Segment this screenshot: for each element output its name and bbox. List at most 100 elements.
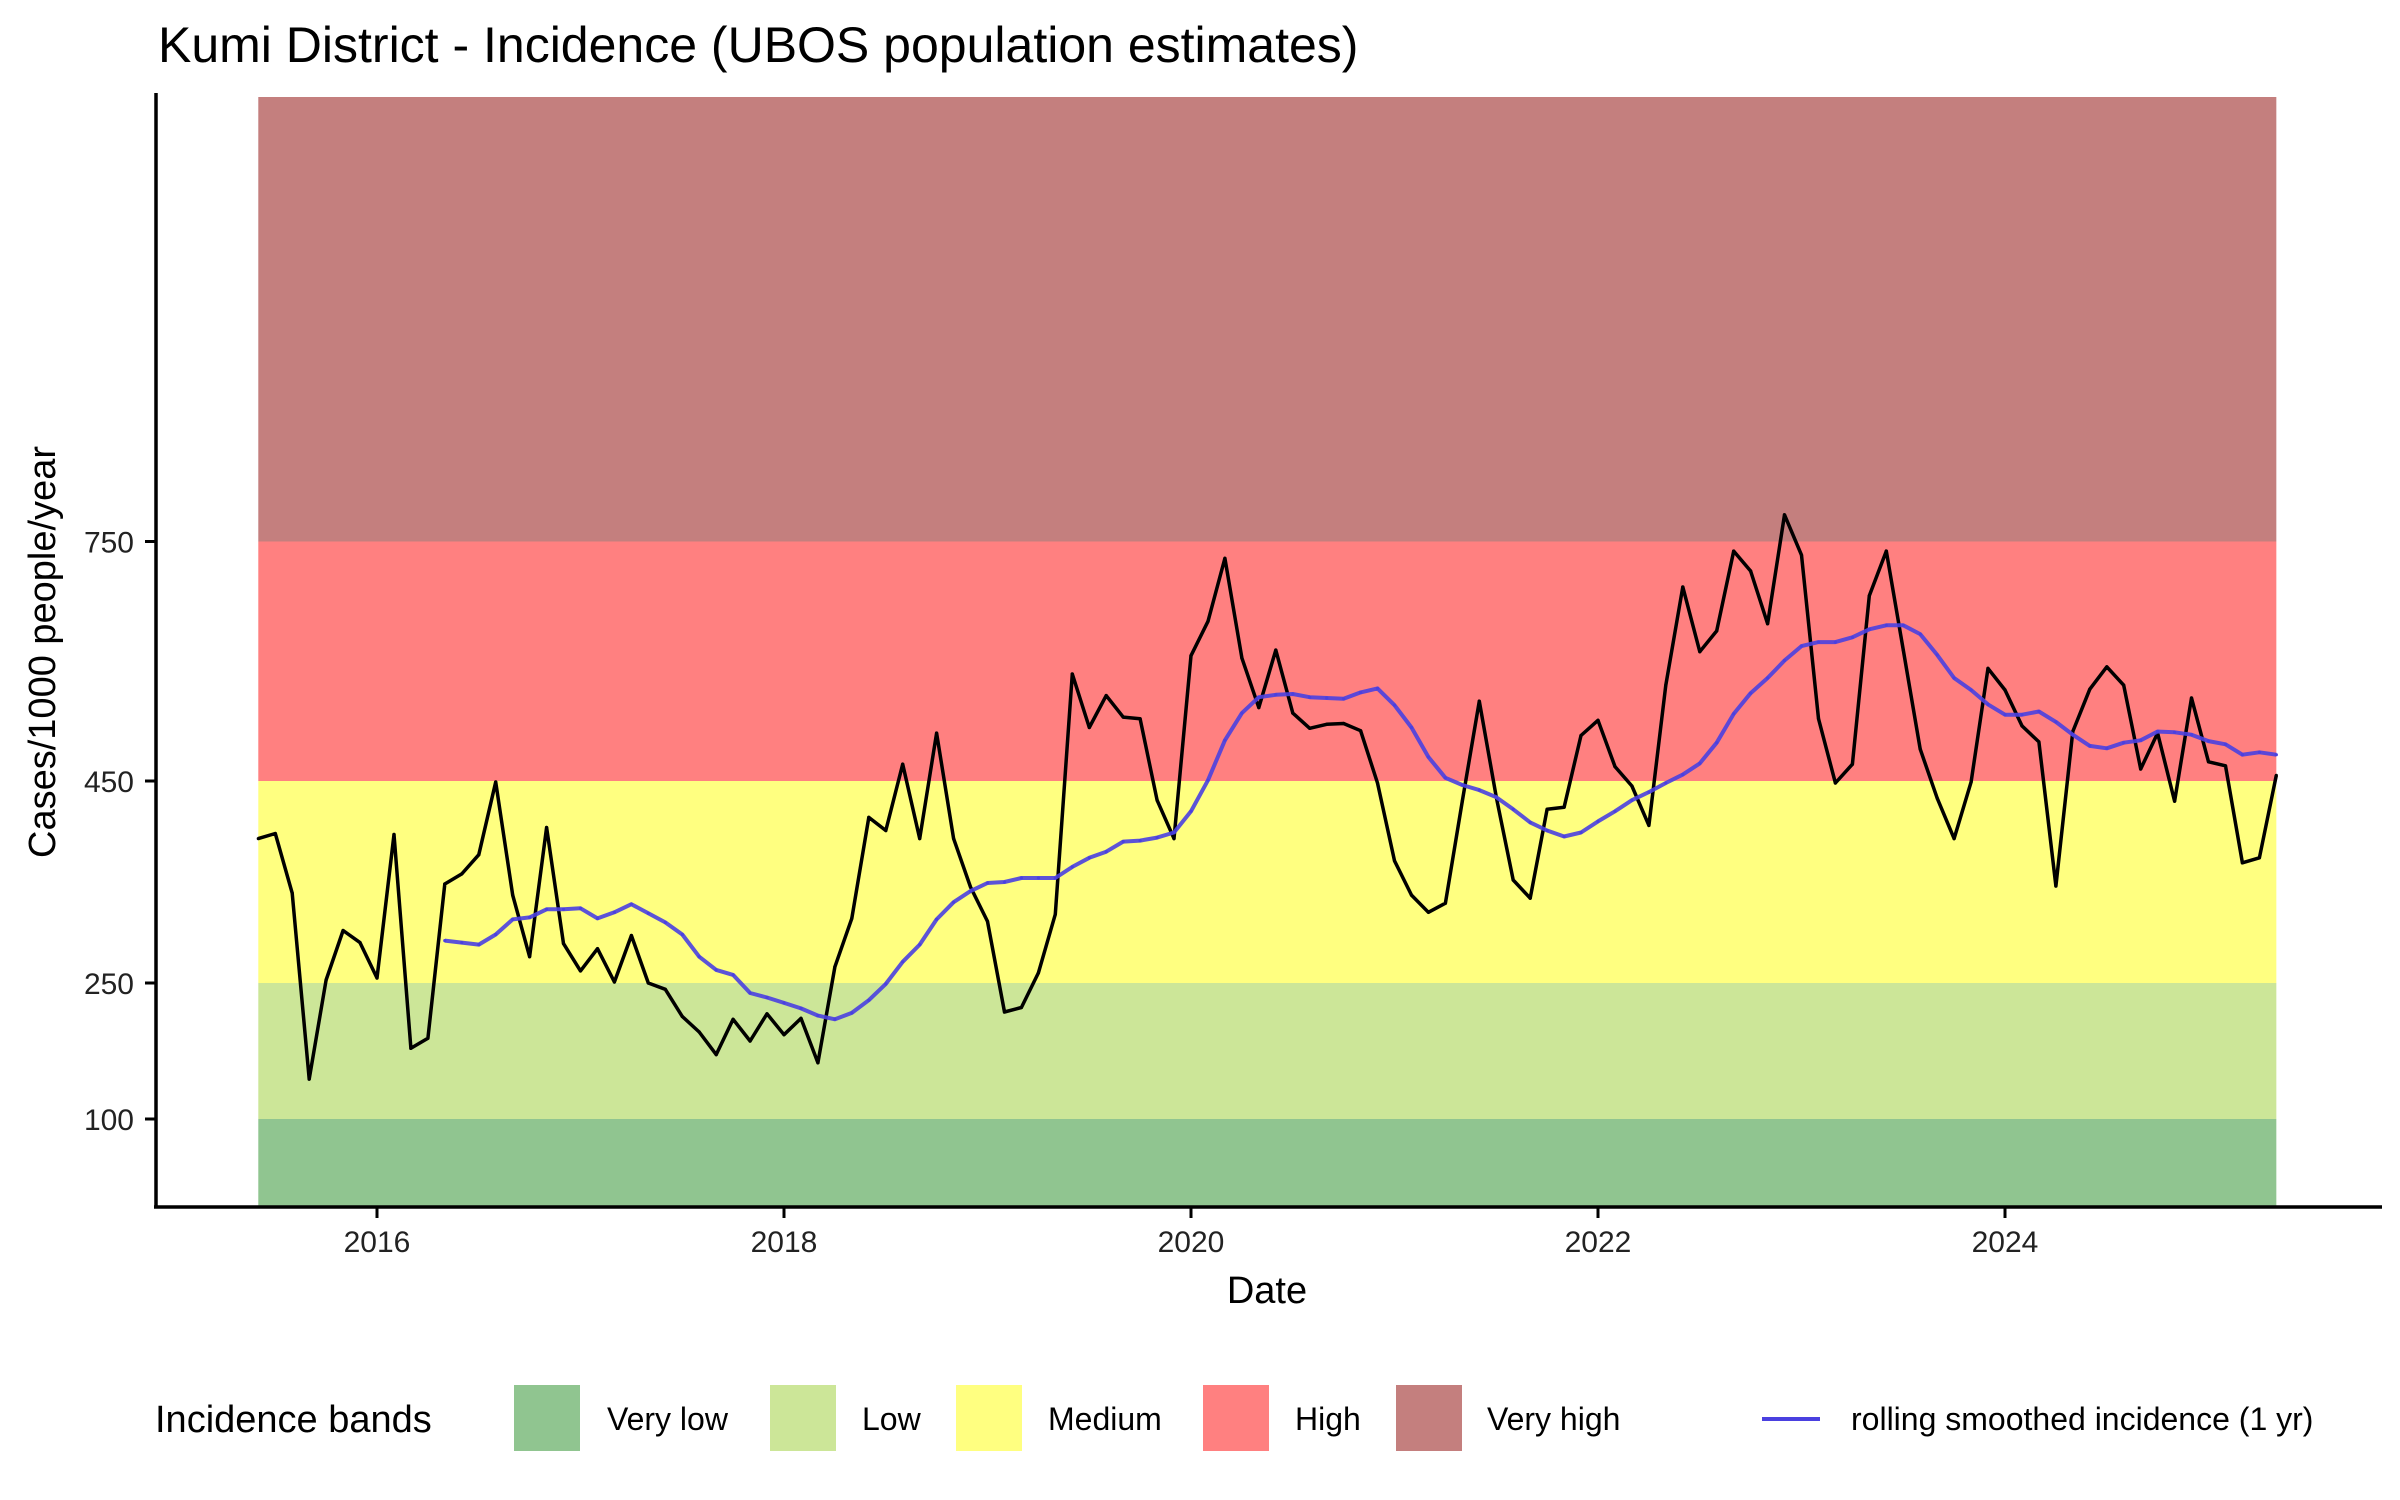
data-point-incidence [290, 891, 294, 895]
legend-items: Very low Low Medium High Very high [514, 1385, 1620, 1451]
data-point-incidence [578, 969, 583, 973]
data-point-incidence [256, 837, 260, 841]
legend-label-smoothed: rolling smoothed incidence (1 yr) [1851, 1401, 2313, 1437]
data-point-incidence [1019, 1005, 1024, 1010]
data-point-smoothed-incidence [1257, 695, 1261, 699]
data-point-incidence [1698, 650, 1702, 654]
band-medium [258, 781, 2277, 983]
data-point-incidence [2054, 884, 2058, 888]
data-point-smoothed-incidence [1833, 640, 1837, 644]
data-point-smoothed-incidence [1901, 623, 1905, 627]
data-point-incidence [2274, 773, 2278, 778]
data-point-smoothed-incidence [816, 1014, 820, 1018]
data-point-incidence [1799, 553, 1804, 557]
data-point-incidence [1308, 726, 1312, 730]
data-point-smoothed-incidence [1782, 658, 1787, 663]
data-point-smoothed-incidence [1240, 711, 1244, 715]
data-point-incidence [1935, 796, 1939, 800]
legend-swatch-medium [956, 1385, 1022, 1451]
data-point-smoothed-incidence [1935, 653, 1939, 657]
data-point-incidence [1070, 672, 1074, 676]
y-tick-label: 750 [84, 527, 134, 560]
data-point-smoothed-incidence [901, 960, 905, 964]
data-point-smoothed-incidence [2223, 742, 2228, 746]
data-point-incidence [1562, 805, 1566, 809]
data-point-smoothed-incidence [799, 1006, 803, 1011]
data-point-smoothed-incidence [2088, 744, 2092, 748]
data-point-smoothed-incidence [646, 911, 650, 915]
data-point-incidence [748, 1039, 752, 1043]
data-point-incidence [1545, 807, 1549, 811]
data-point-incidence [1850, 762, 1854, 766]
data-point-smoothed-incidence [952, 900, 956, 904]
data-point-smoothed-incidence [1291, 692, 1295, 696]
data-point-incidence [1901, 648, 1905, 652]
data-point-smoothed-incidence [748, 991, 752, 995]
data-point-incidence [1036, 971, 1040, 975]
data-point-smoothed-incidence [985, 881, 990, 885]
data-point-incidence [2223, 764, 2228, 768]
data-point-incidence [1579, 733, 1583, 738]
data-point-incidence [968, 885, 973, 889]
data-point-incidence [1952, 837, 1956, 841]
data-point-smoothed-incidence [1681, 773, 1685, 777]
data-point-smoothed-incidence [697, 955, 701, 959]
x-tick-label: 2020 [1158, 1226, 1225, 1259]
data-point-incidence [799, 1016, 803, 1021]
data-point-incidence [1104, 694, 1108, 698]
data-point-smoothed-incidence [494, 932, 498, 937]
data-point-smoothed-incidence [2122, 741, 2126, 745]
x-tick-label: 2018 [751, 1226, 818, 1259]
band-low [258, 983, 2277, 1119]
data-lines [256, 513, 2279, 1081]
data-point-incidence [2257, 856, 2261, 860]
incidence-bands [258, 97, 2277, 1207]
data-point-incidence [1511, 878, 1515, 882]
data-point-incidence [358, 941, 362, 945]
data-point-smoothed-incidence [595, 916, 600, 921]
y-tick-label: 250 [84, 968, 134, 1001]
data-point-incidence [307, 1077, 311, 1081]
data-point-smoothed-incidence [612, 910, 617, 914]
data-point-smoothed-incidence [1477, 788, 1481, 792]
data-point-smoothed-incidence [1053, 876, 1057, 880]
data-point-smoothed-incidence [2156, 729, 2160, 734]
data-point-incidence [1766, 622, 1770, 626]
x-tick-label: 2022 [1565, 1226, 1632, 1259]
data-point-incidence [341, 928, 345, 933]
data-point-incidence [612, 980, 617, 984]
data-point-incidence [1426, 910, 1430, 914]
data-point-smoothed-incidence [2206, 739, 2211, 743]
data-point-smoothed-incidence [1460, 783, 1464, 787]
data-point-smoothed-incidence [1070, 865, 1074, 869]
data-point-smoothed-incidence [1799, 644, 1804, 648]
data-point-incidence [2206, 760, 2211, 764]
data-point-smoothed-incidence [1002, 880, 1007, 884]
data-point-smoothed-incidence [1206, 778, 1210, 782]
data-point-smoothed-incidence [1715, 741, 1719, 745]
data-point-incidence [1342, 721, 1346, 726]
data-point-smoothed-incidence [1528, 820, 1532, 825]
legend-swatch-high [1203, 1385, 1269, 1451]
data-point-smoothed-incidence [2020, 713, 2024, 717]
data-point-smoothed-incidence [850, 1011, 854, 1015]
data-point-incidence [2139, 767, 2143, 771]
legend-title: Incidence bands [155, 1399, 432, 1441]
data-point-incidence [409, 1046, 413, 1050]
data-point-smoothed-incidence [2105, 746, 2109, 750]
data-point-incidence [2173, 799, 2177, 803]
data-point-incidence [595, 947, 600, 951]
data-point-incidence [1749, 569, 1753, 573]
data-point-incidence [918, 837, 922, 841]
data-point-smoothed-incidence [1816, 640, 1821, 644]
data-point-smoothed-incidence [1409, 725, 1414, 730]
data-point-smoothed-incidence [1969, 688, 1973, 692]
band-very-low [258, 1119, 2277, 1207]
data-point-incidence [765, 1012, 769, 1016]
data-point-incidence [1443, 901, 1447, 905]
data-point-incidence [273, 831, 277, 836]
legend-label-very-low: Very low [607, 1401, 729, 1437]
data-point-smoothed-incidence [1359, 690, 1363, 695]
data-point-incidence [1884, 549, 1888, 553]
